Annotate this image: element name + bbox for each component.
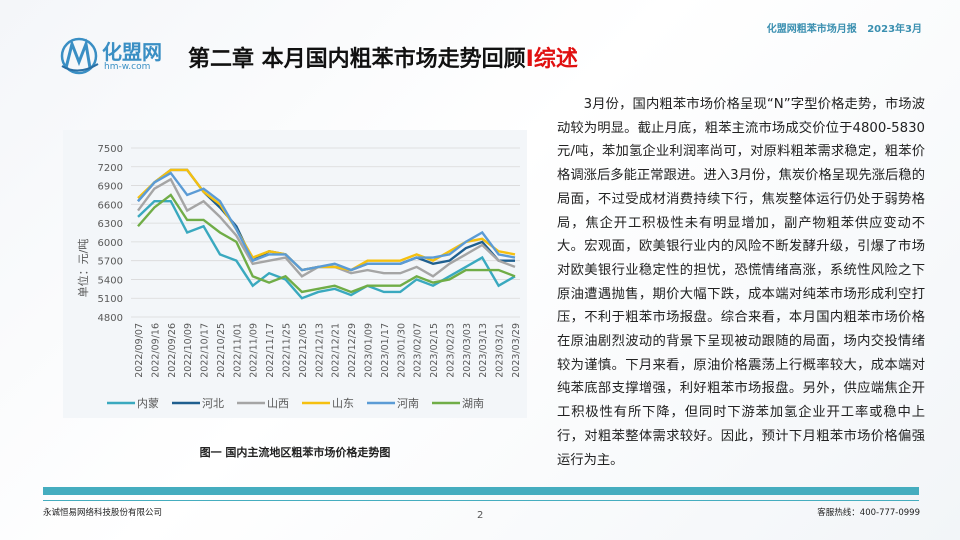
chart-caption: 图一 国内主流地区粗苯市场价格走势图 <box>199 446 391 459</box>
logo-url: hm-w.com <box>104 62 151 72</box>
x-tick-label: 2023/01/30 <box>396 323 407 378</box>
title-main: 第二章 本月国内粗苯市场走势回顾 <box>188 47 526 72</box>
x-tick-label: 2023/03/29 <box>511 323 522 378</box>
x-tick-label: 2022/10/09 <box>183 323 194 378</box>
legend-label: 山西 <box>267 397 289 410</box>
y-tick-label: 6000 <box>98 238 123 249</box>
y-tick-label: 6600 <box>98 200 123 211</box>
page-number: 2 <box>477 510 484 521</box>
x-tick-label: 2022/10/17 <box>200 323 211 378</box>
x-tick-label: 2023/03/21 <box>495 323 506 378</box>
legend-label: 山东 <box>332 397 354 410</box>
y-tick-label: 6900 <box>98 182 123 193</box>
x-tick-label: 2023/03/13 <box>478 323 489 378</box>
series-line-5 <box>137 171 516 272</box>
logo-icon <box>60 37 99 75</box>
x-tick-label: 2022/11/17 <box>265 323 276 378</box>
y-tick-label: 4800 <box>98 313 123 324</box>
x-tick-label: 2022/11/01 <box>232 323 243 378</box>
y-tick-label: 5100 <box>98 294 123 305</box>
x-tick-label: 2022/12/05 <box>298 323 309 378</box>
legend-label: 河北 <box>202 397 224 410</box>
x-tick-label: 2022/10/25 <box>216 323 227 378</box>
x-tick-label: 2023/01/09 <box>363 323 374 378</box>
y-tick-label: 7200 <box>98 163 123 174</box>
legend-label: 内蒙 <box>137 396 159 410</box>
summary-paragraph: 3月份，国内粗苯市场价格呈现“N”字型价格走势，市场波动较为明显。截止月底，粗苯… <box>557 97 925 468</box>
title-accent: I综述 <box>525 47 578 72</box>
chart-svg: 4800 5100 5400 5700 6000 6300 6600 6900 7200 7500… <box>76 144 522 410</box>
x-tick-label: 2022/12/21 <box>331 323 342 378</box>
series-line-3 <box>137 177 516 278</box>
y-axis-label: 单位：元/吨 <box>76 239 90 298</box>
series-line-1 <box>137 200 516 300</box>
x-tick-label: 2023/02/07 <box>413 323 424 378</box>
footer-divider <box>43 500 919 501</box>
legend-label: 湖南 <box>462 397 484 410</box>
y-tick-label: 5400 <box>98 275 123 286</box>
x-tick-label: 2023/02/15 <box>429 323 440 378</box>
x-tick-label: 2022/11/09 <box>249 323 260 378</box>
x-tick-label: 2022/12/29 <box>347 323 358 378</box>
x-tick-label: 2022/09/16 <box>150 323 161 378</box>
x-tick-label: 2022/11/25 <box>282 323 293 378</box>
y-tick-label: 5700 <box>98 257 123 268</box>
report-tag: 化盟网粗苯市场月报 2023年3月 <box>766 24 922 35</box>
x-tick-label: 2023/03/03 <box>462 323 473 378</box>
footer-bar <box>43 487 919 495</box>
x-tick-label: 2023/02/23 <box>445 323 456 378</box>
series-line-4 <box>137 168 516 272</box>
legend-label: 河南 <box>397 397 419 410</box>
hotline: 客服热线：400-777-0999 <box>817 508 920 518</box>
company-name: 永诚恒易网络科技股份有限公司 <box>43 508 163 518</box>
x-tick-label: 2022/12/13 <box>314 323 325 378</box>
logo-text: 化盟网 <box>102 40 162 64</box>
page-title: 第二章 本月国内粗苯市场走势回顾I综述 <box>188 41 578 73</box>
x-tick-label: 2023/01/17 <box>380 323 391 378</box>
price-chart: 4800 5100 5400 5700 6000 6300 6600 6900 7200 7500… <box>63 130 527 418</box>
y-tick-label: 6300 <box>98 219 123 230</box>
x-tick-label: 2022/09/26 <box>167 323 178 378</box>
y-tick-label: 7500 <box>98 144 123 155</box>
series-line-6 <box>137 193 516 294</box>
x-tick-label: 2022/09/07 <box>134 323 145 378</box>
